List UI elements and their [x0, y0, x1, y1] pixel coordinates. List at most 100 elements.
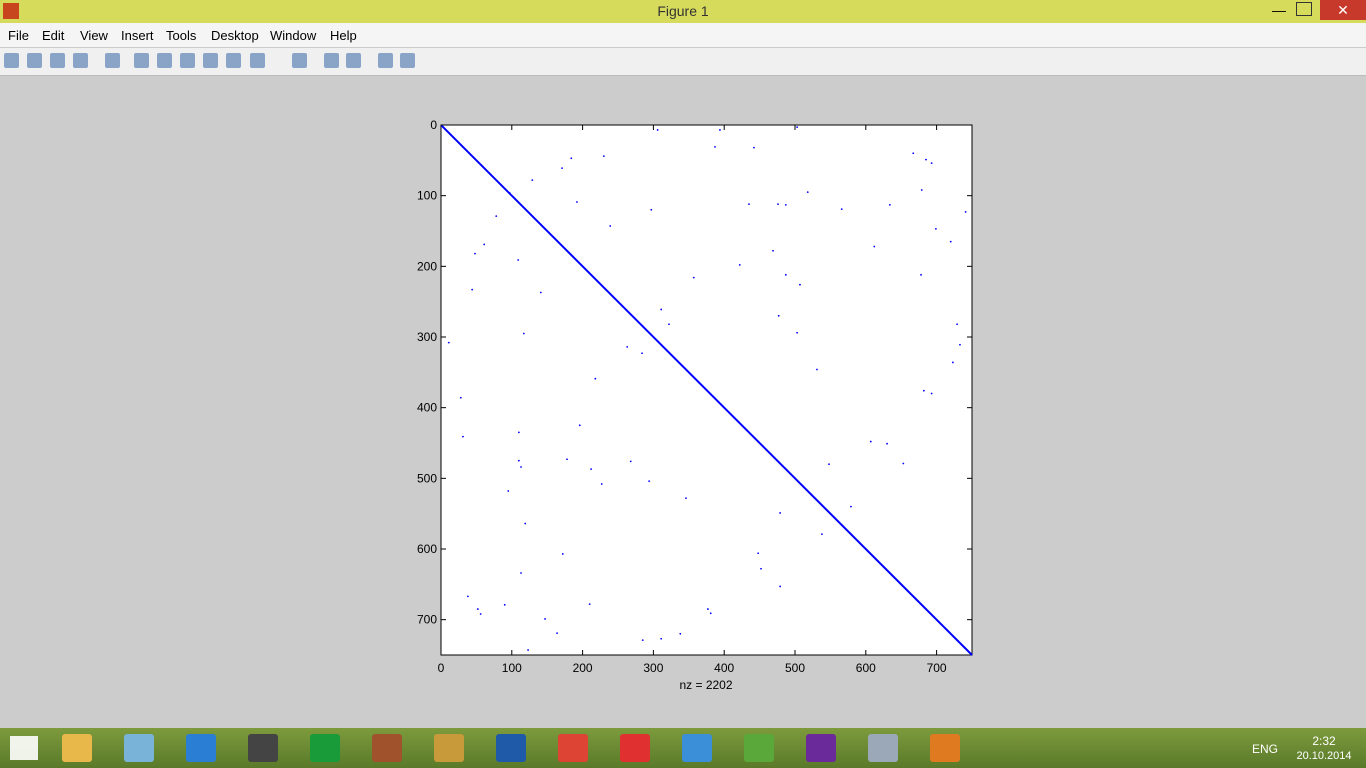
nonzero-point — [869, 440, 872, 443]
nonzero-point — [922, 389, 925, 392]
nonzero-point — [959, 343, 961, 346]
toolbar-button[interactable] — [4, 53, 19, 68]
taskbar-app[interactable] — [620, 734, 650, 762]
start-button[interactable] — [10, 736, 38, 760]
toolbar-button[interactable] — [105, 53, 120, 68]
toolbar-button[interactable] — [27, 53, 42, 68]
nonzero-point — [930, 392, 933, 395]
nonzero-point — [570, 157, 573, 160]
toolbar-button[interactable] — [50, 53, 65, 68]
nonzero-point — [594, 377, 597, 380]
nonzero-point — [544, 618, 546, 620]
x-tick-label: 0 — [438, 661, 445, 675]
taskbar-app[interactable] — [558, 734, 588, 762]
menu-item[interactable]: File — [8, 28, 29, 43]
menu-item[interactable]: Desktop — [211, 28, 259, 43]
nonzero-point — [784, 273, 787, 276]
y-tick-label: 100 — [417, 189, 437, 203]
toolbar-button[interactable] — [73, 53, 88, 68]
taskbar-app[interactable] — [930, 734, 960, 762]
toolbar-button[interactable] — [346, 53, 361, 68]
nonzero-point — [527, 649, 529, 651]
nonzero-point — [714, 146, 716, 148]
nonzero-point — [685, 497, 687, 500]
nonzero-point — [784, 203, 787, 206]
taskbar-app[interactable] — [62, 734, 92, 762]
menu-item[interactable]: Edit — [42, 28, 65, 43]
nonzero-point — [816, 368, 818, 371]
taskbar-app[interactable] — [186, 734, 216, 762]
nonzero-point — [520, 466, 522, 468]
nonzero-point — [779, 585, 782, 588]
toolbar-button[interactable] — [157, 53, 172, 68]
toolbar-button[interactable] — [400, 53, 415, 68]
nonzero-point — [626, 345, 629, 348]
nonzero-point — [447, 341, 450, 344]
nonzero-point — [951, 361, 954, 364]
nonzero-point — [462, 435, 464, 438]
language[interactable]: ENG — [1252, 742, 1279, 756]
app-icon — [3, 3, 19, 19]
nonzero-point — [709, 612, 712, 615]
minimize-button[interactable]: — — [1272, 2, 1286, 18]
y-tick-label: 300 — [417, 330, 437, 344]
toolbar-button[interactable] — [134, 53, 149, 68]
x-axis-label: nz = 2202 — [679, 678, 732, 692]
clock-date[interactable]: 20.10.2014 — [1296, 750, 1352, 762]
nonzero-point — [796, 331, 799, 334]
nonzero-point — [590, 468, 592, 471]
nonzero-point — [956, 323, 959, 326]
nonzero-point — [566, 458, 568, 461]
taskbar-app[interactable] — [496, 734, 526, 762]
taskbar-app[interactable] — [434, 734, 464, 762]
nonzero-point — [641, 352, 643, 355]
taskbar-app[interactable] — [682, 734, 712, 762]
toolbar-button[interactable] — [324, 53, 339, 68]
nonzero-point — [772, 249, 774, 252]
y-tick-label: 200 — [417, 259, 437, 273]
clock-time[interactable]: 2:32 — [1312, 734, 1336, 748]
maximize-button[interactable] — [1296, 2, 1312, 16]
nonzero-point — [609, 225, 612, 227]
taskbar-app[interactable] — [868, 734, 898, 762]
y-tick-label: 600 — [417, 542, 437, 556]
menu-item[interactable]: Help — [330, 28, 357, 43]
taskbar-app[interactable] — [806, 734, 836, 762]
nonzero-point — [840, 208, 843, 210]
toolbar-button[interactable] — [180, 53, 195, 68]
toolbar-button[interactable] — [203, 53, 218, 68]
nonzero-point — [886, 442, 888, 445]
nonzero-point — [648, 480, 651, 483]
nonzero-point — [576, 201, 578, 203]
nonzero-point — [602, 155, 605, 157]
toolbar-button[interactable] — [250, 53, 265, 68]
toolbar-button[interactable] — [292, 53, 307, 68]
nonzero-point — [777, 203, 779, 206]
y-tick-label: 0 — [430, 118, 437, 132]
menu-item[interactable]: Tools — [166, 28, 197, 43]
taskbar-app[interactable] — [248, 734, 278, 762]
nonzero-point — [679, 632, 682, 635]
toolbar-button[interactable] — [226, 53, 241, 68]
taskbar-app[interactable] — [372, 734, 402, 762]
nonzero-point — [641, 639, 644, 642]
nonzero-point — [920, 273, 922, 276]
x-tick-label: 500 — [785, 661, 805, 675]
menu-item[interactable]: Window — [270, 28, 317, 43]
nonzero-point — [920, 189, 923, 191]
taskbar-app[interactable] — [744, 734, 774, 762]
nonzero-point — [517, 431, 520, 434]
toolbar-button[interactable] — [378, 53, 393, 68]
taskbar-app[interactable] — [124, 734, 154, 762]
close-button[interactable]: ✕ — [1320, 0, 1366, 20]
nonzero-point — [738, 264, 741, 266]
nonzero-point — [650, 208, 653, 211]
menu-item[interactable]: Insert — [121, 28, 154, 43]
nonzero-point — [524, 522, 527, 525]
nonzero-point — [476, 608, 479, 610]
nonzero-point — [660, 637, 663, 640]
taskbar-app[interactable] — [310, 734, 340, 762]
x-tick-label: 300 — [643, 661, 663, 675]
menu-item[interactable]: View — [80, 28, 108, 43]
